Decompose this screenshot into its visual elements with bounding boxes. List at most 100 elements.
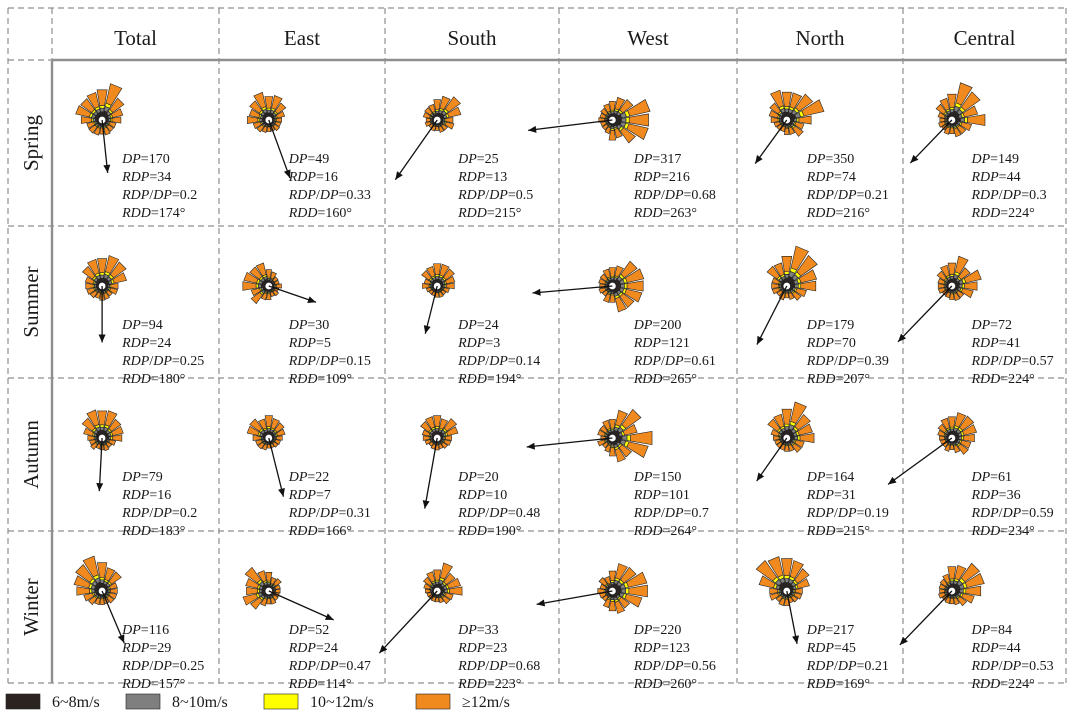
- rose-petal-segment: [955, 82, 973, 106]
- rose-petal-segment: [422, 111, 431, 119]
- legend-label: ≥12m/s: [462, 694, 510, 711]
- rose-petal-segment: [797, 423, 813, 436]
- rose-petals: [597, 408, 653, 463]
- rose-petal-segment: [449, 586, 463, 596]
- rose-petal-segment: [81, 417, 96, 432]
- rose-cell-autumn-central: DP=61 RDP=36 RDP/DP=0.59 RDD=234°: [887, 412, 1054, 539]
- resultant-arrow-head: [755, 155, 763, 164]
- stat-rdd: RDD=160°: [288, 206, 352, 221]
- legend: 6~8m/s 8~10m/s 10~12m/s ≥12m/s: [5, 693, 510, 711]
- rose-petal-segment: [426, 265, 436, 278]
- rose-petal-segment: [791, 443, 802, 453]
- rose-petal-segment: [770, 117, 779, 123]
- rose-petal-segment: [778, 597, 786, 607]
- rose-petal-segment: [428, 103, 436, 113]
- rose-petal-segment: [264, 415, 273, 428]
- rose-petal-segment: [939, 578, 948, 587]
- rose-petal-segment: [249, 266, 263, 280]
- rose-petal-segment: [257, 570, 267, 583]
- rose-petal-segment: [270, 418, 280, 430]
- stat-ratio: RDP/DP=0.15: [288, 354, 371, 369]
- rose-petal-segment: [958, 436, 962, 440]
- stat-rdp: RDP=44: [970, 641, 1020, 656]
- rose-petal-segment: [626, 441, 649, 458]
- rose-petal-segment: [439, 418, 449, 430]
- rose-petal-segment: [784, 271, 790, 275]
- rose-petal-segment: [624, 288, 643, 303]
- rose-petal-segment: [949, 578, 955, 582]
- rose-petal-segment: [250, 287, 262, 297]
- rose-petal-segment: [272, 594, 279, 601]
- rose-petal-segment: [106, 595, 115, 604]
- rose-petal-segment: [939, 435, 945, 441]
- stat-ratio: RDP/DP=0.53: [970, 659, 1053, 674]
- rose-petal-segment: [963, 588, 967, 594]
- rose-petal-segment: [247, 116, 259, 124]
- rose-petal-segment: [87, 595, 98, 606]
- rose-petal-segment: [250, 597, 263, 610]
- row-header-autumn: Autumn: [19, 420, 43, 489]
- stat-ratio: RDP/DP=0.19: [806, 506, 889, 521]
- stat-ratio: RDP/DP=0.56: [633, 659, 716, 674]
- rose-petal-segment: [444, 96, 461, 113]
- rose-petal-segment: [794, 121, 805, 130]
- rose-petal-segment: [105, 255, 120, 274]
- rose-petal-segment: [769, 592, 780, 601]
- rose-petal-segment: [428, 441, 434, 447]
- rose-petal-segment: [438, 125, 445, 133]
- rose-petal-segment: [599, 112, 607, 119]
- rose-petal-segment: [598, 577, 608, 587]
- resultant-arrow-shaft: [887, 437, 953, 485]
- stat-rdd: RDD=215°: [806, 524, 870, 539]
- stat-rdp: RDP=16: [121, 488, 171, 503]
- rose-petal-segment: [111, 116, 122, 124]
- rose-petal-segment: [255, 283, 259, 289]
- rose-petal-segment: [771, 283, 779, 289]
- rose-petal-segment: [936, 270, 947, 281]
- rose-petal-segment: [424, 439, 432, 446]
- stat-rdp: RDP=10: [457, 488, 507, 503]
- resultant-arrow-shaft: [394, 119, 438, 181]
- rose-petal-segment: [618, 444, 632, 458]
- rose-cell-summer-central: DP=72 RDP=41 RDP/DP=0.57 RDD=224°: [897, 255, 1054, 387]
- rose-petal-segment: [99, 107, 105, 113]
- rose-cell-summer-west: DP=200 RDP=121 RDP/DP=0.61 RDD=265°: [532, 260, 716, 387]
- rose-petal-segment: [276, 428, 286, 437]
- rose-petal-segment: [604, 444, 611, 453]
- rose-petal-segment: [795, 588, 803, 594]
- rose-petal-segment: [944, 291, 951, 299]
- stat-rdd: RDD=265°: [633, 372, 697, 387]
- rose-petal-segment: [597, 429, 606, 437]
- rose-petal-segment: [784, 106, 790, 110]
- resultant-arrow-head: [526, 442, 535, 450]
- stat-ratio: RDP/DP=0.14: [457, 354, 540, 369]
- rose-petal-segment: [94, 597, 101, 606]
- stat-ratio: RDP/DP=0.31: [288, 506, 371, 521]
- stat-ratio: RDP/DP=0.2: [121, 506, 197, 521]
- rose-petal-segment: [958, 283, 963, 289]
- rose-petal-segment: [953, 444, 961, 454]
- resultant-arrow-shaft: [897, 285, 953, 343]
- resultant-arrow-shaft: [756, 285, 788, 345]
- rose-petal-segment: [103, 444, 110, 452]
- rose-petals: [597, 563, 648, 614]
- rose-petal-segment: [602, 598, 611, 609]
- rose-petal-segment: [601, 289, 609, 297]
- rose-petals: [598, 96, 651, 144]
- stat-rdd: RDD=234°: [970, 524, 1034, 539]
- rose-petal-segment: [252, 434, 261, 442]
- resultant-arrow-head: [422, 500, 430, 509]
- rose-cell-autumn-east: DP=22 RDP=7 RDP/DP=0.31 RDD=166°: [246, 415, 371, 539]
- rose-petal-segment: [446, 577, 461, 589]
- rose-petal-segment: [94, 292, 101, 299]
- rose-petal-segment: [781, 408, 793, 425]
- rose-petal-segment: [80, 98, 96, 113]
- rose-petals: [422, 95, 462, 133]
- rose-petal-segment: [109, 582, 118, 590]
- rose-petal-segment: [248, 108, 261, 119]
- stat-ratio: RDP/DP=0.39: [806, 354, 889, 369]
- rose-petal-segment: [625, 116, 630, 124]
- rose-petal-segment: [939, 439, 947, 445]
- rose-petal-segment: [428, 289, 434, 295]
- rose-petal-segment: [259, 118, 263, 122]
